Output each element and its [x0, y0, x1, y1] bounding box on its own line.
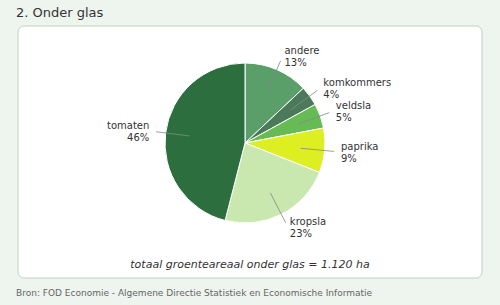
labels: andere13%komkommers4%veldsla5%paprika9%k…: [107, 45, 391, 239]
pie: [165, 63, 325, 223]
leader-line: [156, 132, 189, 136]
subtitle: totaal groenteareaal onder glas = 1.120 …: [130, 258, 370, 271]
leader-line: [267, 61, 280, 92]
label-value: 5%: [336, 112, 352, 123]
data-label: kropsla23%: [290, 216, 326, 239]
title: 2. Onder glas: [16, 5, 104, 20]
label-category: veldsla: [336, 100, 371, 111]
label-value: 13%: [284, 57, 306, 68]
data-label: tomaten46%: [107, 120, 149, 143]
label-value: 4%: [323, 89, 339, 100]
leader-line: [298, 113, 330, 124]
pie-slice: [165, 63, 245, 220]
chart: 2. Onder glasandere13%komkommers4%veldsl…: [0, 0, 500, 305]
label-value: 46%: [127, 132, 149, 143]
label-category: tomaten: [107, 120, 149, 131]
chart-container: 2. Onder glasandere13%komkommers4%veldsl…: [0, 0, 500, 305]
label-category: paprika: [341, 141, 378, 152]
label-category: andere: [284, 45, 319, 56]
leader-line: [301, 148, 334, 151]
leader-line: [270, 193, 285, 223]
label-value: 9%: [341, 153, 357, 164]
label-value: 23%: [290, 228, 312, 239]
panel: [18, 26, 482, 278]
data-label: komkommers4%: [323, 77, 391, 100]
data-label: paprika9%: [341, 141, 378, 164]
source: Bron: FOD Economie - Algemene Directie S…: [16, 288, 373, 298]
data-label: andere13%: [284, 45, 319, 68]
label-category: komkommers: [323, 77, 391, 88]
leader-line: [290, 90, 317, 110]
label-category: kropsla: [290, 216, 326, 227]
data-label: veldsla5%: [336, 100, 371, 123]
background: [0, 0, 500, 305]
